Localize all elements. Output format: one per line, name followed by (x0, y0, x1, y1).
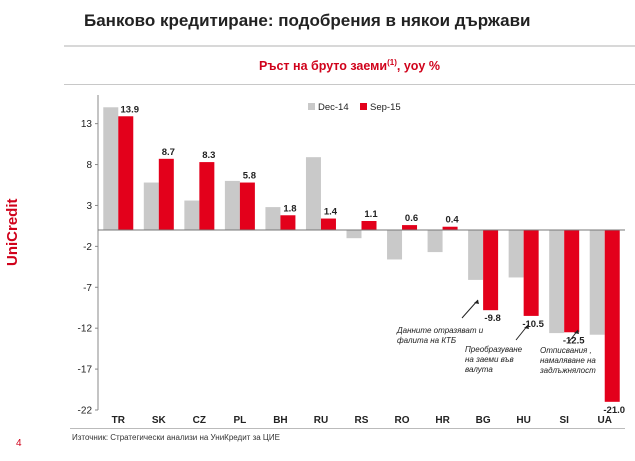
bar-dec14 (346, 230, 362, 239)
x-tick-label: CZ (193, 415, 206, 426)
bar-sep15 (442, 226, 458, 230)
chart-title-text: Ръст на бруто заеми (259, 59, 388, 74)
bar-dec14 (387, 230, 403, 260)
bar-dec14 (143, 182, 159, 230)
data-label: 8.3 (202, 150, 215, 161)
x-tick-label: BH (273, 415, 287, 426)
bar-dec14 (508, 230, 524, 278)
bar-sep15 (361, 221, 377, 230)
source-note: Източник: Стратегически анализи на УниКр… (72, 433, 280, 442)
chart-title: Ръст на бруто заеми(1), yoy % (64, 58, 635, 73)
unicredit-logo: UniCredit (4, 198, 21, 266)
bar-sep15 (158, 158, 174, 230)
data-label: -10.5 (522, 319, 544, 330)
x-tick-label: RS (355, 415, 369, 426)
x-tick-label: TR (112, 415, 126, 426)
data-label: 13.9 (121, 104, 140, 115)
bar-dec14 (427, 230, 443, 253)
bar-dec14 (224, 180, 240, 230)
brand-sidebar: UniCredit 4 (0, 0, 62, 461)
y-tick-label: 8 (86, 160, 92, 171)
data-label: -21.0 (603, 405, 625, 416)
y-tick-label: -12 (78, 324, 93, 335)
bar-sep15 (604, 230, 620, 402)
data-label: 1.8 (283, 203, 296, 214)
y-tick-label: -7 (83, 283, 92, 294)
annotation-text: намаляване на (540, 356, 596, 365)
data-label: 0.4 (445, 215, 459, 226)
source-divider (70, 428, 625, 429)
bar-sep15 (320, 218, 336, 230)
legend-swatch (308, 103, 315, 110)
annotation-arrowhead (574, 330, 579, 334)
y-tick-label: 3 (86, 201, 92, 212)
y-tick-label: -2 (83, 242, 92, 253)
title-divider (64, 45, 635, 47)
svg-text:UniCredit: UniCredit (4, 198, 21, 266)
x-tick-label: UA (598, 415, 612, 426)
data-label: 5.8 (243, 171, 256, 182)
chart-title-footnote: (1) (387, 58, 397, 67)
bar-dec14 (265, 207, 281, 230)
data-label: 1.4 (324, 207, 338, 218)
annotation-arrowhead (474, 300, 479, 304)
bar-dec14 (184, 200, 200, 230)
bar-sep15 (523, 230, 539, 316)
bar-dec14 (549, 230, 565, 334)
data-label: 8.7 (162, 147, 175, 158)
x-tick-label: SI (559, 415, 569, 426)
annotation-text: Отписвания , (540, 346, 592, 355)
chart-title-divider (64, 84, 635, 85)
page-title: Банково кредитиране: подобрения в някои … (84, 11, 531, 30)
annotation-text: на заеми във (465, 355, 514, 364)
data-label: -9.8 (484, 313, 500, 324)
bar-dec14 (589, 230, 605, 335)
x-tick-label: PL (233, 415, 246, 426)
bar-dec14 (103, 107, 119, 230)
bar-sep15 (564, 230, 580, 333)
bar-dec14 (468, 230, 484, 280)
data-label: 1.1 (364, 209, 378, 220)
bar-sep15 (280, 215, 296, 230)
bar-sep15 (239, 182, 255, 230)
data-label: 0.6 (405, 213, 418, 224)
bar-sep15 (199, 162, 215, 230)
y-tick-label: 13 (81, 119, 93, 130)
annotation-text: фалита на КТБ (397, 336, 456, 345)
legend-label: Sep-15 (370, 102, 401, 113)
annotation-text: Данните отразяват и (396, 326, 484, 335)
legend-label: Dec-14 (318, 102, 349, 113)
chart-title-suffix: , yoy % (396, 59, 440, 74)
x-tick-label: HR (435, 415, 450, 426)
data-label: -12.5 (563, 335, 585, 346)
y-tick-label: -17 (78, 365, 93, 376)
y-tick-label: -22 (78, 406, 93, 417)
annotation-arrowhead (524, 325, 529, 329)
page-number: 4 (16, 438, 22, 449)
annotation-text: задлъжнялост (539, 366, 596, 375)
bar-sep15 (483, 230, 499, 311)
bar-sep15 (402, 225, 418, 230)
legend-swatch (360, 103, 367, 110)
x-tick-label: HU (516, 415, 530, 426)
x-tick-label: BG (476, 415, 491, 426)
x-tick-label: SK (152, 415, 167, 426)
annotation-text: валута (465, 365, 493, 374)
bar-dec14 (305, 157, 321, 230)
annotation-text: Преобразуване (465, 345, 523, 354)
x-tick-label: RO (395, 415, 410, 426)
bar-sep15 (118, 116, 134, 230)
x-tick-label: RU (314, 415, 328, 426)
